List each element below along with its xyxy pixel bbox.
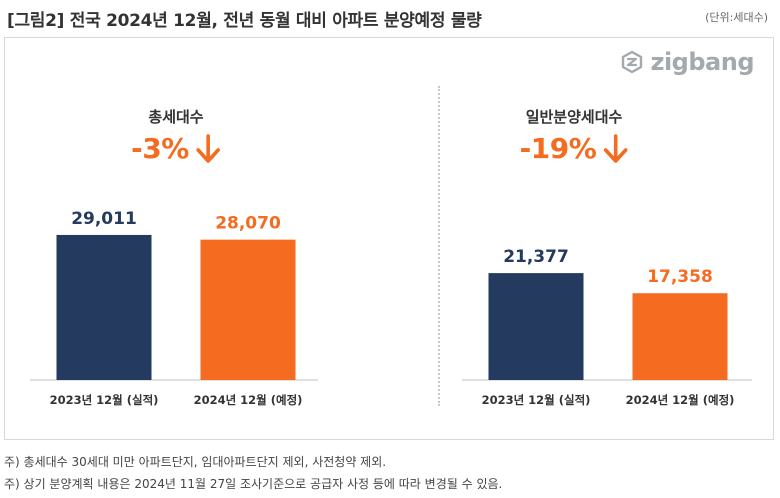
category-label: 2023년 12월 (실적): [482, 393, 591, 407]
category-label: 2024년 12월 (예정): [194, 393, 303, 407]
footnote-2: 주) 상기 분양계획 내용은 2024년 11월 27일 조사기준으로 공급자 …: [4, 477, 503, 491]
bar-value-label: 17,358: [647, 267, 713, 287]
down-arrow-icon: [603, 133, 628, 163]
unit-label: (단위:세대수): [705, 11, 768, 24]
metric-change-general: -19%: [520, 132, 629, 165]
metric-title-total: 총세대수: [148, 108, 204, 126]
bar-value-label: 29,011: [71, 209, 137, 229]
panel-divider: [438, 86, 440, 406]
bar: [200, 239, 296, 380]
category-label: 2023년 12월 (실적): [50, 393, 159, 407]
change-value-total: -3%: [131, 132, 189, 165]
logo-text: zigbang: [650, 48, 754, 76]
footnote-1: 주) 총세대수 30세대 미만 아파트단지, 임대아파트단지 제외, 사전청약 …: [4, 455, 387, 469]
zigbang-logo-icon: [622, 50, 643, 74]
figure-title: [그림2] 전국 2024년 12월, 전년 동월 대비 아파트 분양예정 물량: [7, 11, 482, 31]
metric-change-total: -3%: [131, 132, 221, 165]
bar: [56, 234, 152, 380]
brand-logo: zigbang: [620, 47, 754, 77]
footnotes: 주) 총세대수 30세대 미만 아파트단지, 임대아파트단지 제외, 사전청약 …: [4, 451, 502, 495]
bar-value-label: 21,377: [503, 247, 569, 267]
bar-value-label: 28,070: [215, 214, 281, 234]
bar: [488, 273, 584, 380]
change-value-general: -19%: [519, 132, 597, 165]
bar: [632, 293, 728, 380]
down-arrow-icon: [196, 133, 220, 163]
metric-title-general: 일반분양세대수: [525, 108, 623, 126]
category-label: 2024년 12월 (예정): [626, 393, 735, 407]
